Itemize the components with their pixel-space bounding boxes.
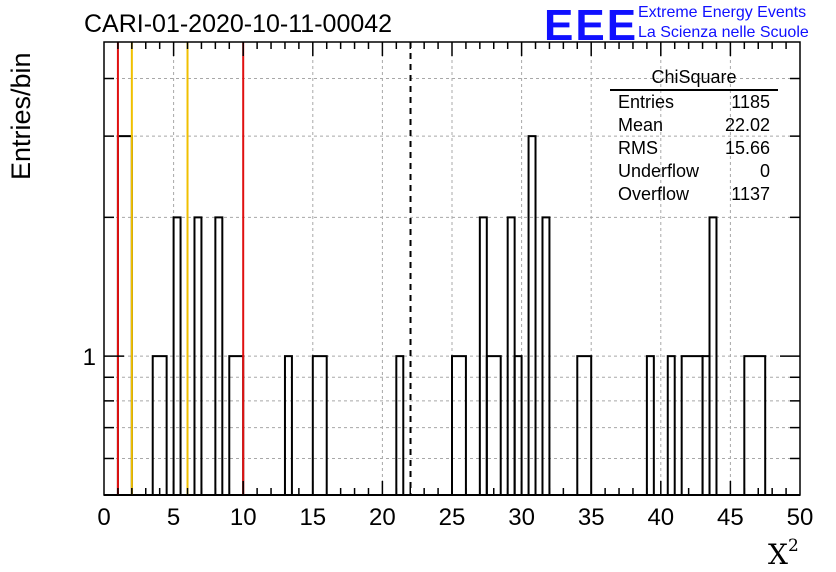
histogram-bar: [708, 216, 718, 495]
histogram-bar: [116, 135, 133, 495]
logo-line2: La Scienza nelle Scuole: [638, 24, 809, 41]
eee-logo: EEE: [544, 2, 638, 44]
histogram-bar: [311, 355, 328, 495]
marker-lines: [116, 42, 412, 495]
histogram-bar: [541, 216, 551, 495]
histogram-bar: [214, 216, 224, 495]
axis-ticks: 0 5 10 15 20 25 30 35 40 45 50 1: [83, 42, 814, 531]
stats-value: 15.66: [724, 138, 770, 158]
stats-row-entries: Entries 1185: [610, 91, 778, 114]
x-tick-label: 0: [97, 504, 110, 531]
x-tick-label: 35: [578, 504, 605, 531]
x-tick-label: 5: [167, 504, 180, 531]
histogram-bar: [485, 355, 502, 495]
x-tick-label: 50: [787, 504, 814, 531]
x-tick-label: 25: [439, 504, 466, 531]
histogram-bar: [645, 355, 655, 495]
y-axis-label: Entries/bin: [6, 52, 36, 180]
histogram-bar: [576, 355, 593, 495]
stats-row-mean: Mean 22.02: [610, 114, 778, 137]
stats-row-rms: RMS 15.66: [610, 137, 778, 160]
histogram-bar: [451, 355, 467, 495]
histogram-bar: [193, 216, 203, 495]
stats-title: ChiSquare: [610, 66, 778, 91]
x-tick-label: 40: [647, 504, 674, 531]
logo-text: EEE: [544, 2, 638, 44]
x-tick-label: 10: [230, 504, 257, 531]
histogram-bar: [527, 135, 537, 495]
stats-row-overflow: Overflow 1137: [610, 183, 778, 206]
logo-line1: Extreme Energy Events: [638, 4, 807, 21]
x-tick-label: 30: [508, 504, 535, 531]
histogram-bar: [172, 216, 182, 495]
stats-label: Entries: [618, 92, 675, 112]
stats-value: 22.02: [724, 115, 770, 135]
y-tick-label: 1: [83, 344, 96, 371]
histogram-bar: [283, 355, 293, 495]
stats-label: Underflow: [618, 161, 700, 181]
histogram-bar: [743, 355, 767, 495]
histogram-bar: [513, 355, 523, 495]
stats-value: 1137: [731, 184, 770, 204]
stats-row-underflow: Underflow 0: [610, 160, 778, 183]
chart-title: CARI-01-2020-10-11-00042: [84, 10, 393, 38]
x-axis-label-base: X: [768, 538, 788, 571]
x-tick-label: 20: [369, 504, 396, 531]
x-axis-label: X2: [768, 536, 799, 571]
histogram-bar: [666, 355, 676, 495]
x-tick-label: 45: [717, 504, 744, 531]
stats-label: Mean: [618, 115, 664, 135]
stats-value: 0: [759, 161, 770, 181]
stats-box: ChiSquare Entries 1185 Mean 22.02 RMS 15.66…: [610, 66, 778, 206]
stats-label: RMS: [618, 138, 658, 158]
x-tick-label: 15: [299, 504, 326, 531]
x-axis-label-superscript: 2: [787, 536, 799, 556]
histogram-bar: [395, 355, 405, 495]
stats-label: Overflow: [618, 184, 690, 204]
histogram-bar: [151, 355, 168, 495]
stats-value: 1185: [731, 92, 770, 112]
